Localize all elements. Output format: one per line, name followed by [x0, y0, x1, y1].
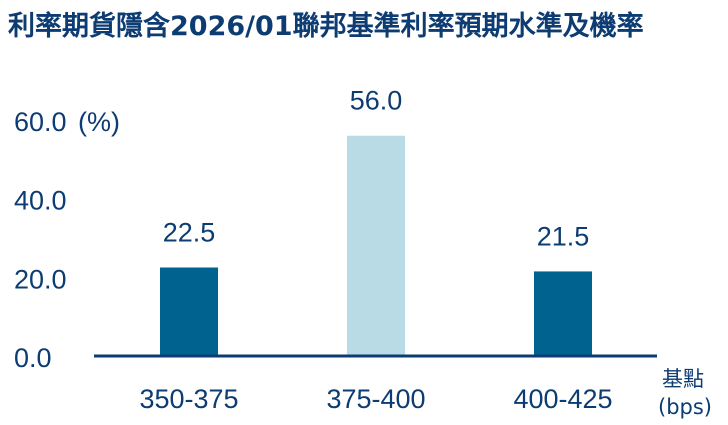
y-tick-label: 0.0	[14, 343, 52, 373]
x-axis-unit-label: 基點	[662, 367, 704, 391]
data-label: 56.0	[350, 86, 403, 116]
x-axis-unit-sublabel: (bps)	[658, 395, 712, 419]
y-tick-label: 20.0	[14, 264, 67, 294]
x-category-label: 375-400	[326, 384, 425, 414]
y-tick-label: 60.0	[14, 107, 67, 137]
bar-400-425	[534, 271, 592, 356]
bars-group	[160, 135, 592, 356]
y-axis-ticks: 0.0 20.0 40.0 60.0	[14, 107, 67, 373]
x-category-label: 350-375	[139, 384, 238, 414]
data-label: 21.5	[537, 221, 590, 251]
data-labels-group: 22.5 56.0 21.5	[163, 86, 590, 252]
data-label: 22.5	[163, 218, 216, 248]
bar-375-400	[347, 135, 405, 356]
y-tick-label: 40.0	[14, 186, 67, 216]
y-axis-unit-label: (%)	[78, 107, 120, 137]
x-category-label: 400-425	[513, 384, 612, 414]
x-axis-categories: 350-375 375-400 400-425	[139, 384, 612, 414]
chart-title: 利率期貨隱含2026/01聯邦基準利率預期水準及機率	[8, 11, 644, 42]
bar-350-375	[160, 267, 218, 356]
